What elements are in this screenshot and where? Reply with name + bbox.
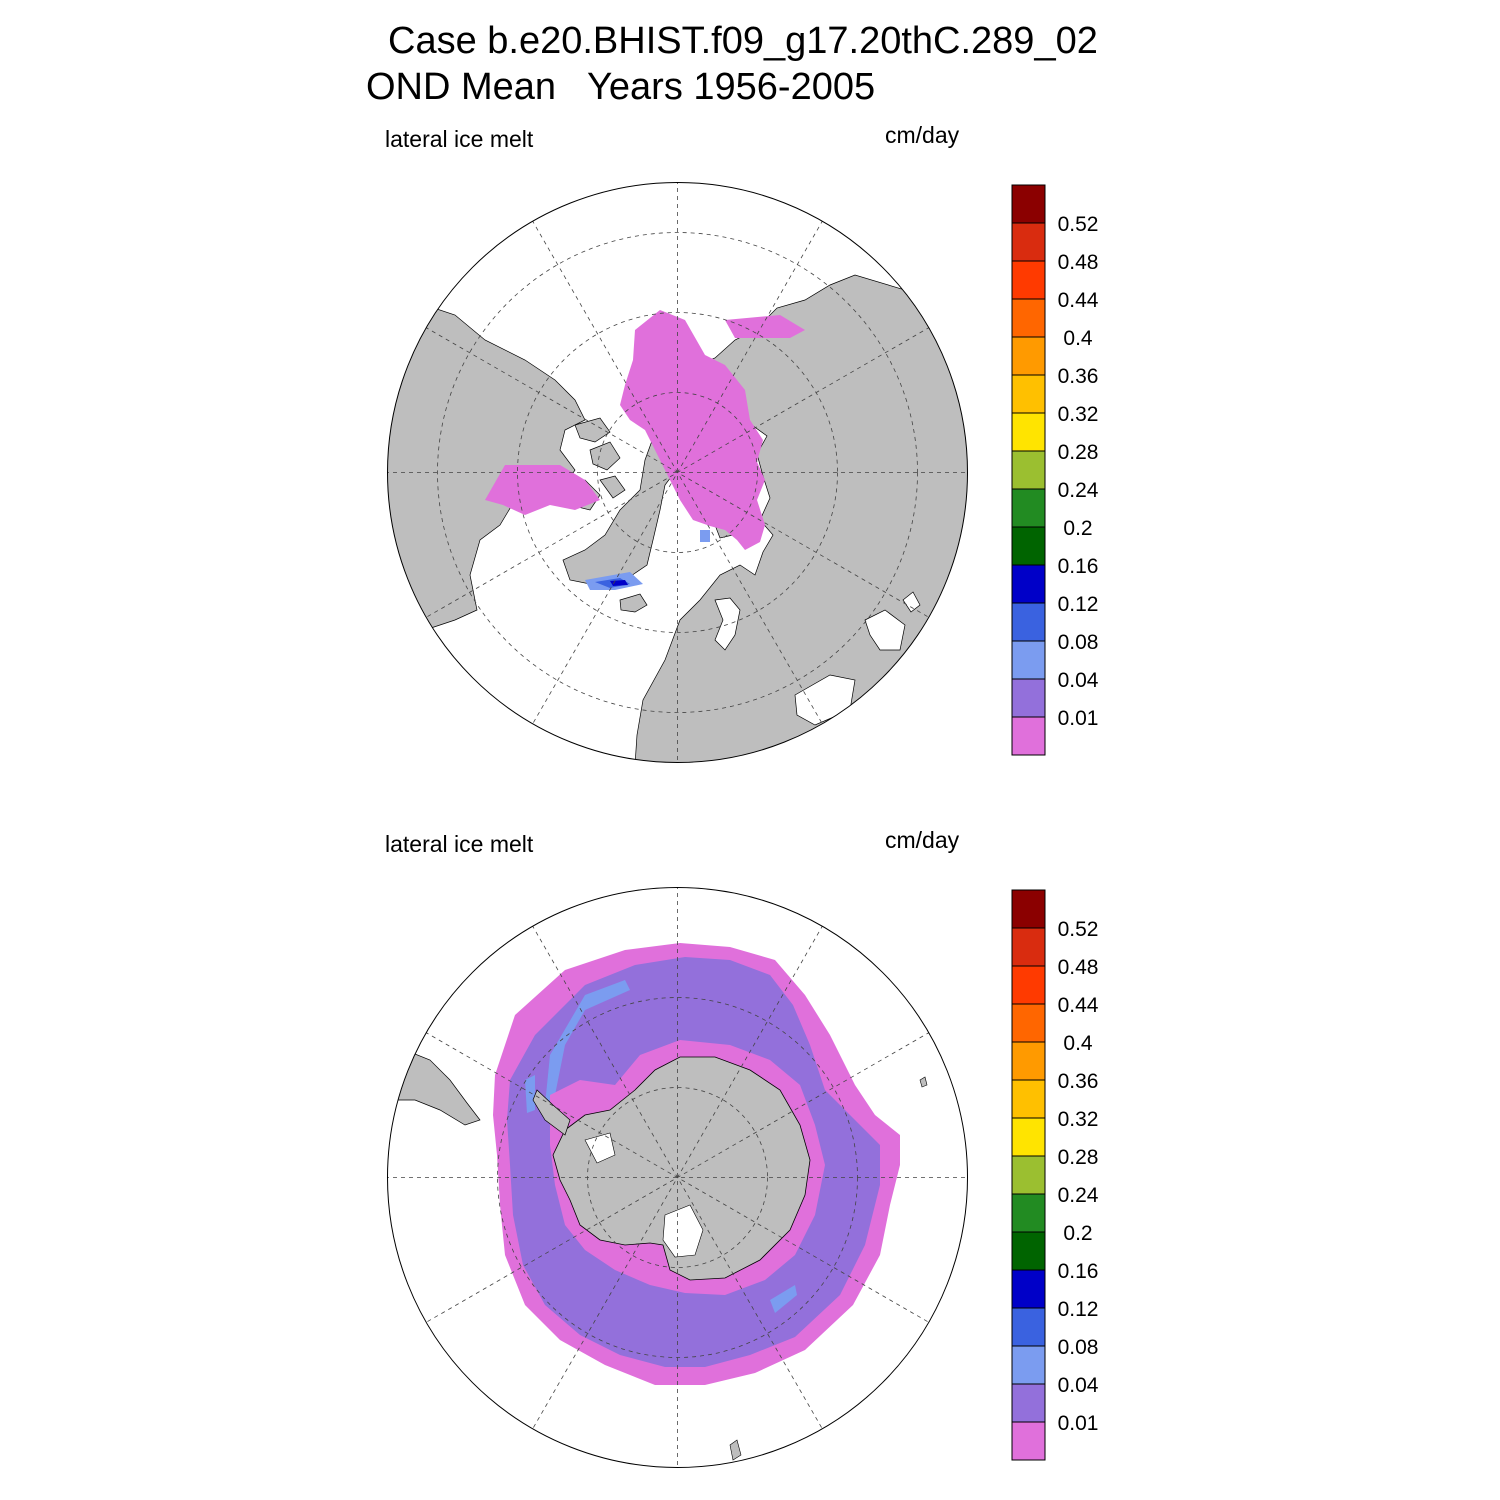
colorbar-tick-label: 0.32	[1058, 1108, 1099, 1131]
colorbar-tick-label: 0.2	[1063, 1222, 1092, 1245]
colorbar-swatch	[1011, 965, 1046, 1005]
colorbar-swatch	[1011, 1117, 1046, 1157]
colorbar-tick-label: 0.24	[1058, 479, 1099, 502]
south-colorbar: 0.52 0.48 0.44 0.4 0.36 0.32 0.28 0.24 0.2 0.16 0.…	[1011, 889, 1099, 1461]
colorbar-swatch	[1011, 222, 1046, 262]
colorbar-tick-label: 0.36	[1058, 1070, 1099, 1093]
colorbar-swatch	[1011, 564, 1046, 604]
south-units-label: cm/day	[885, 827, 960, 853]
colorbar-tick-label: 0.28	[1058, 441, 1099, 464]
colorbar-swatch	[1011, 450, 1046, 490]
colorbar-swatch	[1011, 1079, 1046, 1119]
colorbar-tick-label: 0.16	[1058, 555, 1099, 578]
north-colorbar: 0.52 0.48 0.44 0.4 0.36 0.32 0.28 0.24 0.2 0.16 0.…	[1011, 184, 1099, 756]
colorbar-tick-label: 0.44	[1058, 994, 1099, 1017]
colorbar-swatch	[1011, 678, 1046, 718]
colorbar-tick-label: 0.16	[1058, 1260, 1099, 1283]
colorbar-tick-label: 0.04	[1058, 1374, 1099, 1397]
colorbar-swatch	[1011, 640, 1046, 680]
colorbar-swatch	[1011, 1383, 1046, 1423]
colorbar-tick-label: 0.44	[1058, 289, 1099, 312]
colorbar-swatch	[1011, 1193, 1046, 1233]
antarctica-land	[552, 1056, 811, 1281]
colorbar-swatch	[1011, 488, 1046, 528]
colorbar-swatch	[1011, 1421, 1046, 1461]
colorbar-tick-label: 0.08	[1058, 1336, 1099, 1359]
figure-title-line2: OND Mean Years 1956-2005	[366, 66, 876, 108]
north-sea-ice	[620, 310, 765, 550]
colorbar-swatch	[1011, 889, 1046, 929]
colorbar-swatch	[1011, 1269, 1046, 1309]
colorbar-swatch	[1011, 927, 1046, 967]
north-units-label: cm/day	[885, 122, 960, 148]
colorbar-swatch	[1011, 260, 1046, 300]
colorbar-tick-label: 0.12	[1058, 1298, 1099, 1321]
colorbar-tick-label: 0.01	[1058, 707, 1099, 730]
colorbar-tick-label: 0.12	[1058, 593, 1099, 616]
north-polar-map	[387, 182, 968, 763]
colorbar-swatch	[1011, 1307, 1046, 1347]
colorbar-swatch	[1011, 374, 1046, 414]
colorbar-tick-label: 0.04	[1058, 669, 1099, 692]
colorbar-swatch	[1011, 716, 1046, 756]
colorbar-tick-label: 0.01	[1058, 1412, 1099, 1435]
colorbar-tick-label: 0.52	[1058, 213, 1099, 236]
colorbar-swatch	[1011, 184, 1046, 224]
colorbar-swatch	[1011, 1155, 1046, 1195]
colorbar-swatch	[1011, 1345, 1046, 1385]
colorbar-swatch	[1011, 1003, 1046, 1043]
colorbar-swatch	[1011, 1041, 1046, 1081]
colorbar-tick-label: 0.08	[1058, 631, 1099, 654]
colorbar-tick-label: 0.32	[1058, 403, 1099, 426]
colorbar-swatch	[1011, 412, 1046, 452]
colorbar-tick-label: 0.48	[1058, 956, 1099, 979]
figure-title-line1: Case b.e20.BHIST.f09_g17.20thC.289_02	[388, 20, 1098, 62]
colorbar-swatch	[1011, 336, 1046, 376]
south-polar-map	[387, 887, 968, 1468]
colorbar-swatch	[1011, 298, 1046, 338]
colorbar-tick-label: 0.52	[1058, 918, 1099, 941]
colorbar-tick-label: 0.2	[1063, 517, 1092, 540]
colorbar-tick-label: 0.28	[1058, 1146, 1099, 1169]
colorbar-tick-label: 0.4	[1063, 1032, 1093, 1055]
colorbar-tick-label: 0.4	[1063, 327, 1093, 350]
colorbar-tick-label: 0.48	[1058, 251, 1099, 274]
colorbar-swatch	[1011, 602, 1046, 642]
colorbar-swatch	[1011, 526, 1046, 566]
colorbar-tick-label: 0.36	[1058, 365, 1099, 388]
south-variable-label: lateral ice melt	[385, 831, 534, 857]
colorbar-swatch	[1011, 1231, 1046, 1271]
north-variable-label: lateral ice melt	[385, 126, 534, 152]
colorbar-tick-label: 0.24	[1058, 1184, 1099, 1207]
